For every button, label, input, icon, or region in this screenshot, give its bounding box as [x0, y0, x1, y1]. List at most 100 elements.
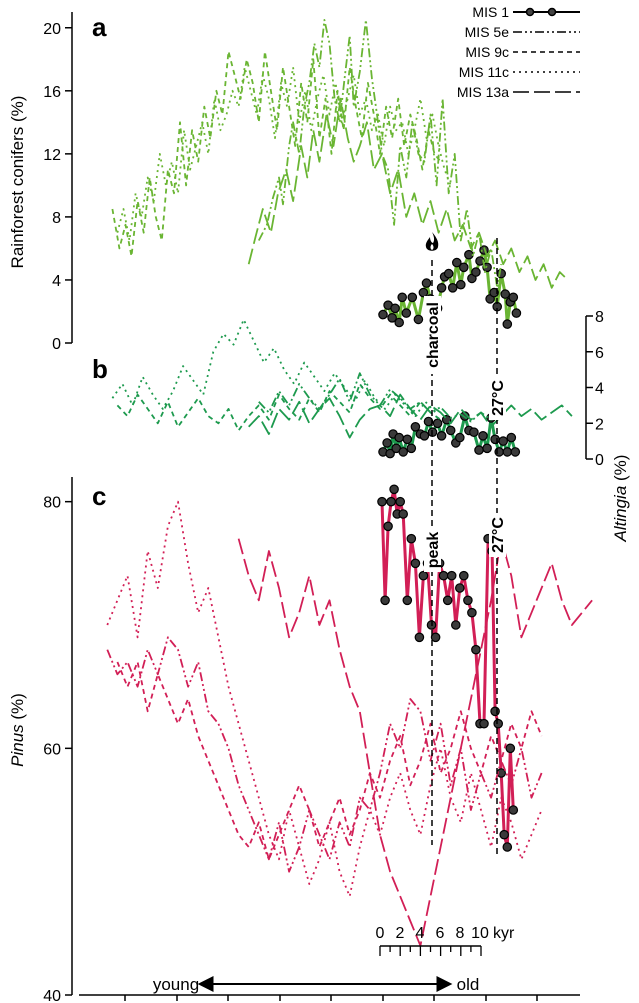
point-a-mis1-0: [378, 309, 388, 320]
point-c-mis1-25: [471, 644, 481, 655]
y-tick-label-a-4: 4: [52, 273, 61, 290]
point-a-mis1-4: [394, 317, 404, 328]
point-a-mis1-20: [458, 262, 469, 273]
point-c-mis1-22: [458, 570, 469, 581]
point-a-mis1-10: [421, 278, 432, 288]
legend: MIS 1 MIS 5e MIS 9c MIS 11c MIS 13a: [457, 4, 580, 100]
legend-label-mis11c: MIS 11c: [459, 64, 509, 80]
point-c-mis1-9: [406, 533, 417, 544]
point-c-mis1-35: [505, 743, 516, 754]
temp-label-bottom-bg: [489, 513, 506, 557]
scale-tick-2: 2: [396, 925, 405, 942]
peak-label: peak: [425, 532, 442, 569]
point-c-mis1-19: [446, 570, 457, 581]
point-c-mis1-10: [410, 558, 421, 569]
point-a-mis1-6: [401, 308, 412, 318]
series-c-mis13a: [237, 537, 593, 947]
point-a-mis1-14: [436, 282, 447, 293]
series-a-mis13a: [247, 97, 569, 289]
y-tick-label-a-0: 0: [52, 336, 61, 353]
point-c-mis1-1: [380, 595, 390, 606]
point-b-mis1-32: [510, 447, 521, 457]
scale-unit: kyr: [493, 925, 515, 942]
temp-label-top-bg: [489, 376, 506, 420]
point-c-mis1-15: [430, 632, 441, 643]
point-a-mis1-17: [447, 282, 458, 293]
point-b-mis1-14: [432, 418, 443, 429]
legend-label-mis13a: MIS 13a: [457, 84, 509, 100]
point-b-mis1-29: [498, 436, 508, 446]
legend-marker-mis1-b: [547, 7, 557, 17]
young-label: young: [153, 975, 199, 994]
age-axis: young old: [79, 975, 580, 1001]
point-c-mis1-0: [377, 496, 387, 507]
time-scale-bar: 0 2 4 6 8 10 kyr: [376, 925, 515, 956]
series-c-mis11c: [106, 500, 543, 898]
scale-tick-4: 4: [416, 925, 425, 942]
point-b-mis1-24: [478, 430, 488, 441]
point-c-mis1-6: [395, 496, 405, 507]
point-b-mis1-8: [406, 443, 417, 454]
point-c-mis1-3: [386, 496, 396, 507]
y-tick-label-a-16: 16: [43, 84, 61, 101]
point-b-mis1-1: [382, 438, 392, 448]
point-b-mis1-11: [419, 430, 430, 441]
point-a-mis1-32: [502, 319, 513, 329]
point-a-mis1-35: [511, 308, 522, 318]
point-b-mis1-25: [482, 443, 492, 454]
point-a-mis1-28: [489, 287, 499, 298]
point-c-mis1-23: [463, 595, 473, 606]
series-layer: [106, 19, 593, 947]
point-c-mis1-31: [493, 718, 503, 729]
scale-tick-6: 6: [436, 925, 445, 942]
ylabel-b-italic: Altingia: [611, 486, 630, 543]
point-c-mis1-7: [398, 509, 408, 519]
y-tick-label-b-6: 6: [595, 345, 604, 362]
panel-letter-c: c: [92, 481, 106, 511]
point-c-mis1-36: [508, 805, 519, 815]
scale-tick-0: 0: [376, 925, 385, 942]
y-tick-label-a-20: 20: [43, 21, 61, 38]
peak-label-bg: [424, 528, 441, 572]
scale-bar-ticks: [379, 946, 482, 956]
y-tick-label-b-8: 8: [595, 309, 604, 326]
y-tick-label-a-8: 8: [52, 210, 61, 227]
point-a-mis1-9: [418, 287, 429, 298]
ylabel-b: Altingia (%): [611, 455, 630, 543]
point-b-mis1-7: [402, 434, 413, 445]
scale-tick-10: 10: [471, 925, 489, 942]
point-b-mis1-9: [410, 421, 421, 432]
temp-label-top: 27°C: [490, 380, 507, 416]
point-c-mis1-8: [402, 595, 413, 606]
y-tick-label-a-12: 12: [43, 147, 61, 164]
y-tick-label-c-80: 80: [43, 495, 61, 512]
series-a-mis11c: [116, 66, 452, 242]
panel-letter-b: b: [92, 354, 108, 384]
point-b-mis1-22: [469, 427, 479, 437]
series-c-mis5e: [106, 636, 543, 873]
charcoal-label: charcoal: [425, 302, 442, 368]
point-c-mis1-33: [499, 829, 509, 840]
point-c-mis1-21: [454, 583, 465, 593]
ylabel-b-unit: (%): [611, 455, 630, 486]
series-c-mis9c: [116, 661, 543, 861]
point-c-mis1-2: [383, 521, 393, 532]
series-b-mis13a: [248, 393, 573, 439]
y-tick-label-b-2: 2: [595, 416, 604, 433]
point-a-mis1-18: [451, 257, 462, 268]
ylabel-c: Pinus (%): [8, 693, 27, 767]
point-b-mis1-30: [502, 447, 513, 457]
legend-marker-mis1-a: [525, 7, 535, 17]
point-b-mis1-19: [454, 432, 465, 443]
point-a-mis1-23: [471, 267, 481, 277]
point-b-mis1-27: [490, 434, 500, 445]
point-a-mis1-8: [413, 314, 424, 325]
series-b-mis9c: [116, 383, 442, 432]
series-a-mis5e: [258, 19, 503, 289]
point-c-mis1-11: [414, 632, 425, 643]
ylabel-a: Rainforest conifers (%): [8, 96, 27, 269]
point-b-mis1-5: [394, 432, 404, 443]
ylabel-c-italic: Pinus: [8, 724, 27, 767]
